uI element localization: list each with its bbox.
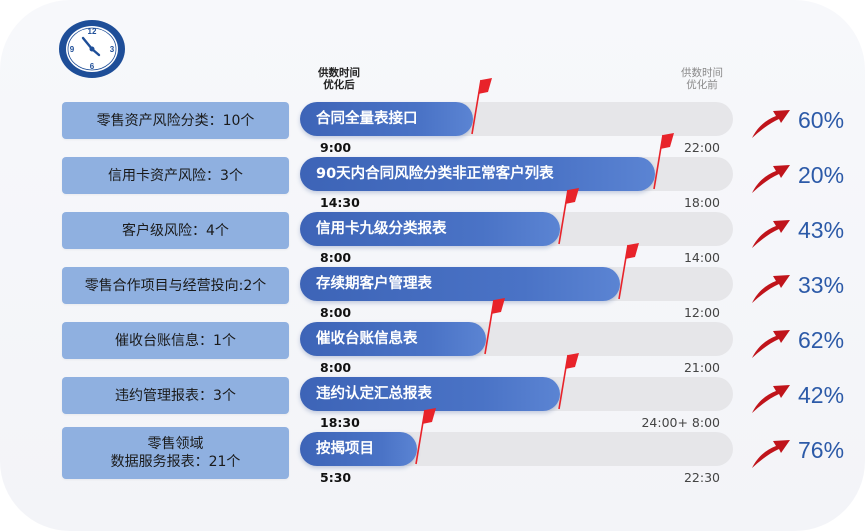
improvement-percent: 62% [798,327,845,353]
red-flag-icon [471,78,492,135]
improvement-percent: 33% [798,272,845,298]
improvement-percent: 42% [798,382,845,408]
header-after: 供数时间 优化后 [318,67,360,91]
up-curved-arrow-icon [752,165,790,193]
improvement-percent: 76% [798,437,845,463]
time-before: 18:00 [683,195,720,210]
progress-bar: 催收台账信息表 [300,322,486,356]
svg-text:12: 12 [88,27,97,36]
red-flag-icon [558,353,579,410]
clock-icon: 12 3 6 9 [59,20,125,78]
improvement-percent: 43% [798,217,845,243]
progress-bar: 按揭项目 [300,432,417,466]
up-curved-arrow-icon [752,220,790,248]
improvement-percent: 60% [798,107,845,133]
red-flag-icon [653,133,674,190]
svg-text:9: 9 [70,45,75,54]
time-after: 8:00 [320,250,352,265]
time-track: 合同全量表接口 [300,102,733,136]
time-after: 9:00 [320,140,352,155]
report-name: 信用卡九级分类报表 [316,221,447,237]
category-label: 零售领域 数据服务报表：21个 [62,427,289,479]
progress-bar: 存续期客户管理表 [300,267,620,301]
report-name: 合同全量表接口 [316,111,418,127]
up-curved-arrow-icon [752,110,790,138]
improvement-percent: 20% [798,162,845,188]
category-label: 催收台账信息：1个 [62,322,289,359]
time-after: 8:00 [320,360,352,375]
time-before: 21:00 [683,360,720,375]
progress-bar: 合同全量表接口 [300,102,473,136]
header-before: 供数时间 优化前 [681,67,723,91]
up-curved-arrow-icon [752,330,790,358]
svg-text:6: 6 [90,62,95,71]
up-curved-arrow-icon [752,385,790,413]
progress-bar: 90天内合同风险分类非正常客户列表 [300,157,655,191]
red-flag-icon [558,188,579,245]
time-after: 14:30 [320,195,360,210]
up-curved-arrow-icon [752,275,790,303]
time-track: 按揭项目 [300,432,733,466]
time-after: 8:00 [320,305,352,320]
time-before: 14:00 [683,250,720,265]
time-before: 24:00+ 8:00 [641,415,720,430]
category-label: 零售合作项目与经营投向:2个 [62,267,289,304]
report-name: 违约认定汇总报表 [316,386,432,402]
time-track: 催收台账信息表 [300,322,733,356]
category-label: 违约管理报表：3个 [62,377,289,414]
time-before: 22:30 [683,470,720,485]
time-before: 12:00 [683,305,720,320]
up-curved-arrow-icon [752,440,790,468]
time-after: 5:30 [320,470,352,485]
progress-bar: 信用卡九级分类报表 [300,212,560,246]
red-flag-icon [484,298,505,355]
category-label: 客户级风险：4个 [62,212,289,249]
report-name: 催收台账信息表 [316,331,418,347]
time-track: 信用卡九级分类报表 [300,212,733,246]
time-track: 90天内合同风险分类非正常客户列表 [300,157,733,191]
report-name: 90天内合同风险分类非正常客户列表 [316,166,554,182]
category-label: 零售资产风险分类：10个 [62,102,289,139]
time-after: 18:30 [320,415,360,430]
red-flag-icon [618,243,639,300]
time-track: 违约认定汇总报表 [300,377,733,411]
category-label: 信用卡资产风险：3个 [62,157,289,194]
time-track: 存续期客户管理表 [300,267,733,301]
report-name: 按揭项目 [316,441,374,457]
report-name: 存续期客户管理表 [316,276,432,292]
time-before: 22:00 [683,140,720,155]
red-flag-icon [415,408,436,465]
progress-bar: 违约认定汇总报表 [300,377,560,411]
svg-text:3: 3 [110,45,115,54]
